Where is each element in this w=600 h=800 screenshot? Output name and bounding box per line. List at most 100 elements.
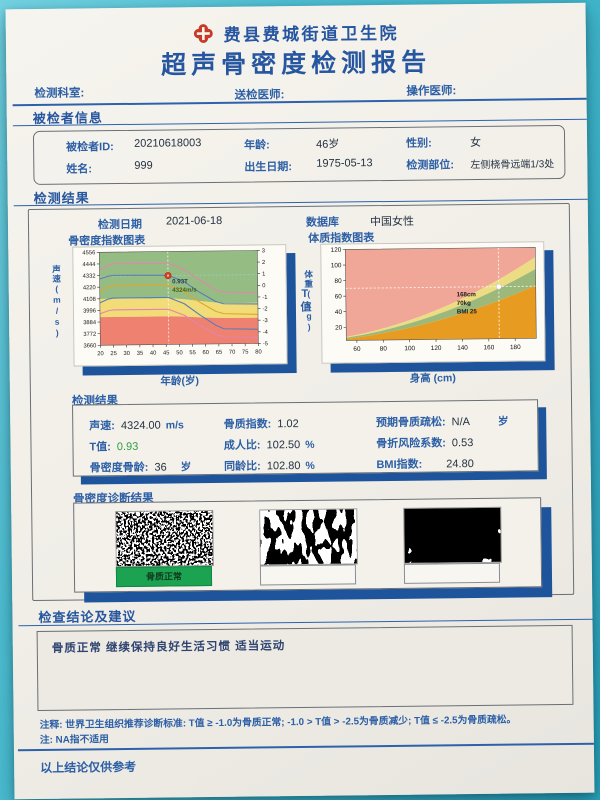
bone-texture-normal-image <box>115 509 214 568</box>
patient-name-label: 姓名: <box>66 163 93 176</box>
operator-label: 操作医师: <box>406 85 457 98</box>
svg-text:70kg: 70kg <box>457 300 471 307</box>
diagnosis-box: 骨质正常 <box>73 497 543 593</box>
bmi-chart: 20 40 60 80 100 120 60 80 100 120 140 160 180 168cm 70… <box>320 241 546 364</box>
bmi-chart-svg: 20 40 60 80 100 120 60 80 100 120 140 160 180 168cm 70… <box>331 247 537 353</box>
hospital-cross-logo <box>193 24 213 44</box>
bmi-chart-xlabel: 身高 (cm) <box>409 372 456 385</box>
svg-text:80: 80 <box>380 346 388 353</box>
svg-text:45: 45 <box>163 350 170 356</box>
patient-id-value: 20210618003 <box>134 137 202 150</box>
svg-text:0.93T: 0.93T <box>172 278 188 285</box>
svg-text:65: 65 <box>216 350 223 356</box>
bone-texture-osteoporosis-image <box>403 506 502 564</box>
result-bone-age: 骨密度骨龄: 36 岁 <box>89 461 192 475</box>
bone-density-chart-svg: 4556 4444 4332 4220 4108 3996 3884 3772 3660 3 2 1 0… <box>82 248 269 357</box>
bone-chart-xlabel: 年龄(岁) <box>160 375 200 388</box>
svg-text:3: 3 <box>262 248 265 254</box>
test-date-label: 检测日期 <box>97 218 143 232</box>
svg-text:-5: -5 <box>263 341 268 347</box>
svg-text:2: 2 <box>262 260 265 266</box>
conclusion-section-title: 检查结论及建议 <box>38 608 137 625</box>
svg-text:4556: 4556 <box>82 250 95 256</box>
patient-age-label: 年龄: <box>244 139 270 152</box>
bone-density-chart: 4556 4444 4332 4220 4108 3996 3884 3772 3660 3 2 1 0… <box>72 244 288 367</box>
footnote-who-standard: 注释: 世界卫生组织推荐诊断标准: T值 ≥ -1.0为骨质正常; -1.0 >… <box>39 714 517 731</box>
svg-text:4444: 4444 <box>83 262 97 268</box>
bone-texture-normal: 骨质正常 <box>115 509 214 588</box>
svg-text:60: 60 <box>353 346 361 353</box>
svg-text:50: 50 <box>176 350 183 356</box>
patient-gender-label: 性别: <box>406 137 432 150</box>
bone-texture-osteopenia <box>259 508 358 586</box>
svg-text:BMI 25: BMI 25 <box>457 308 478 315</box>
svg-text:-3: -3 <box>263 318 268 324</box>
bone-label-normal: 骨质正常 <box>115 566 213 588</box>
bone-label-osteoporosis <box>403 562 501 584</box>
svg-text:4108: 4108 <box>83 297 96 303</box>
header-divider <box>12 97 587 107</box>
svg-text:100: 100 <box>404 345 415 352</box>
svg-text:80: 80 <box>334 278 342 285</box>
test-date-value: 2021-06-18 <box>165 214 223 228</box>
results-values-box: 声速: 4324.00 m/s 骨质指数: 1.02 预期骨质疏松: N/A 岁 T值: 0… <box>72 399 539 477</box>
header-row: 费县费城街道卫生院 <box>6 17 586 49</box>
svg-text:25: 25 <box>110 351 117 357</box>
svg-text:160: 160 <box>484 344 495 351</box>
footnote-na: 注: NA指不适用 <box>39 734 110 746</box>
svg-text:75: 75 <box>242 350 249 356</box>
svg-text:-4: -4 <box>263 330 269 336</box>
hospital-name: 费县费城街道卫生院 <box>223 23 400 45</box>
result-adult-ratio: 成人比: 102.50% <box>223 438 315 452</box>
svg-text:0: 0 <box>262 283 265 289</box>
patient-site-value: 左侧桡骨远端1/3处 <box>470 159 555 172</box>
result-t-value: T值: 0.93 <box>89 440 139 454</box>
database-label: 数据库 <box>305 216 340 229</box>
conclusion-box: 骨质正常 继续保持良好生活习惯 适当运动 <box>36 624 574 711</box>
report-title: 超声骨密度检测报告 <box>161 48 432 80</box>
svg-text:3884: 3884 <box>83 320 97 326</box>
svg-text:40: 40 <box>150 351 157 357</box>
svg-text:4220: 4220 <box>83 285 96 291</box>
result-expected-osteoporosis: 预期骨质疏松: N/A 岁 <box>375 415 509 430</box>
patient-id-label: 被检者ID: <box>66 141 114 154</box>
svg-text:100: 100 <box>331 262 342 269</box>
svg-text:3772: 3772 <box>83 332 96 338</box>
patient-gender-value: 女 <box>470 136 482 150</box>
bone-texture-osteoporosis <box>403 506 502 584</box>
svg-text:60: 60 <box>203 350 210 356</box>
svg-text:55: 55 <box>189 350 196 356</box>
result-bmi: BMI指数: 24.80 <box>376 458 474 472</box>
svg-text:20: 20 <box>97 351 104 357</box>
svg-text:3996: 3996 <box>83 308 96 314</box>
bone-label-osteopenia <box>259 564 357 586</box>
disclaimer-text: 以上结论仅供参考 <box>40 759 137 775</box>
svg-text:168cm: 168cm <box>457 291 477 298</box>
svg-text:120: 120 <box>331 247 342 254</box>
result-speed: 声速: 4324.00 m/s <box>89 419 184 433</box>
patient-birth-label: 出生日期: <box>244 161 293 174</box>
patient-birth-value: 1975-05-13 <box>316 157 373 170</box>
svg-text:3660: 3660 <box>83 343 96 349</box>
svg-text:-1: -1 <box>262 295 267 301</box>
svg-text:80: 80 <box>255 349 262 355</box>
svg-text:35: 35 <box>137 351 144 357</box>
database-value: 中国女性 <box>369 215 415 229</box>
bmi-chart-ylabel: 体重(kg) <box>303 269 315 333</box>
svg-text:140: 140 <box>457 345 468 352</box>
result-bone-index: 骨质指数: 1.02 <box>223 418 299 431</box>
svg-text:1: 1 <box>262 272 265 278</box>
svg-text:180: 180 <box>510 344 521 351</box>
result-peer-ratio: 同龄比: 102.80% <box>224 459 315 473</box>
patient-name-value: 999 <box>134 159 153 172</box>
patient-site-label: 检测部位: <box>406 159 455 172</box>
svg-text:60: 60 <box>335 293 343 300</box>
svg-text:20: 20 <box>335 324 343 331</box>
svg-text:70: 70 <box>229 350 236 356</box>
conclusion-text: 骨质正常 继续保持良好生活习惯 适当运动 <box>51 640 286 655</box>
patient-age-value: 46岁 <box>316 138 340 151</box>
patient-info-box: 被检者ID: 20210618003 年龄: 46岁 性别: 女 姓名: 999… <box>32 124 566 186</box>
svg-text:30: 30 <box>124 351 131 357</box>
result-fracture-risk: 骨折风险系数: 0.53 <box>376 437 474 451</box>
